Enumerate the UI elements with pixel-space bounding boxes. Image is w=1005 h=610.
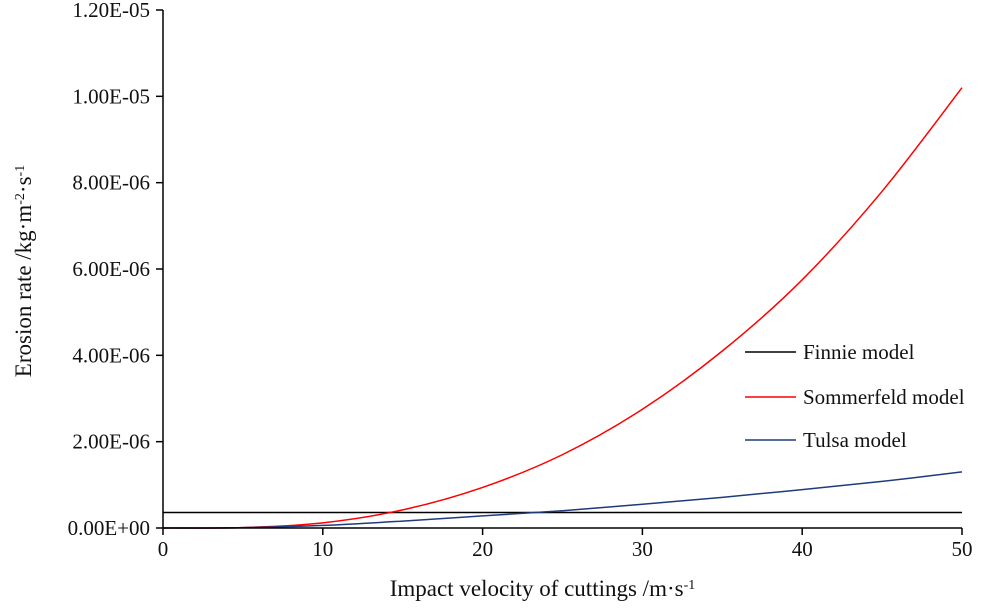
x-tick-label: 10 [312,537,333,561]
x-tick-label: 50 [952,537,973,561]
x-axis-title-sup: -1 [684,578,696,593]
x-axis-ticks: 0 10 20 30 40 50 [158,528,973,561]
y-tick-label: 1.20E-05 [72,0,150,22]
x-tick-label: 20 [472,537,493,561]
x-tick-label: 40 [792,537,813,561]
y-axis-title-text: ·s [11,176,36,193]
series-line-tulsa-model [162,471,963,529]
y-tick-label: 8.00E-06 [72,171,150,195]
y-tick-label: 0.00E+00 [68,516,150,540]
y-axis-title-text: Erosion rate /kg·m [11,205,36,378]
x-tick-label: 0 [158,537,169,561]
y-axis-title-sup: -1 [13,165,28,177]
series-line-sommerfeld-model [162,87,963,529]
legend-label-sommerfeld-model: Sommerfeld model [803,385,965,409]
legend-label-tulsa-model: Tulsa model [803,428,907,452]
y-axis-title: Erosion rate /kg·m-2·s-1 [11,165,36,377]
y-tick-label: 4.00E-06 [72,343,150,367]
x-axis-title: Impact velocity of cuttings /m·s-1 [390,576,696,601]
y-axis-title-sup: -2 [13,193,28,205]
x-axis-title-text: Impact velocity of cuttings /m·s [390,576,684,601]
plot-series-group [162,87,963,529]
y-axis-ticks: 0.00E+00 2.00E-06 4.00E-06 6.00E-06 8.00E-06… [68,0,163,540]
y-tick-label: 6.00E-06 [72,257,150,281]
legend: Finnie model Sommerfeld model Tulsa model [745,340,965,452]
y-tick-label: 1.00E-05 [72,84,150,108]
x-tick-label: 30 [632,537,653,561]
y-tick-label: 2.00E-06 [72,430,150,454]
legend-label-finnie-model: Finnie model [803,340,915,364]
